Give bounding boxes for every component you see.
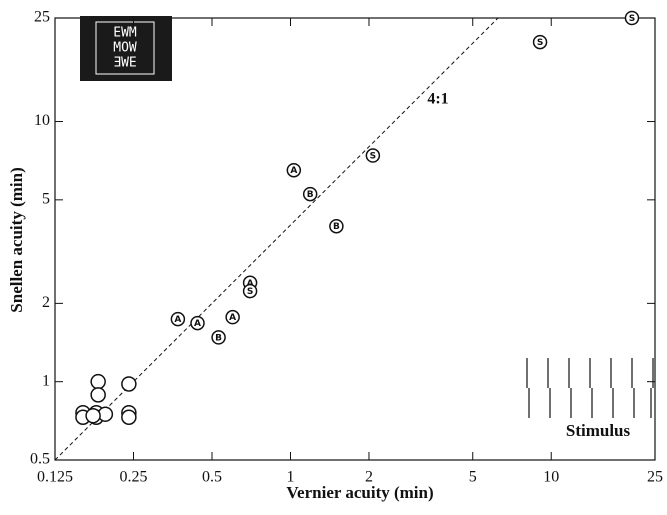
- data-point: [90, 373, 106, 390]
- point-letter: A: [247, 279, 254, 289]
- x-axis-label: Vernier acuity (min): [286, 483, 433, 502]
- y-tick-label: 10: [34, 112, 50, 129]
- point-letter: S: [537, 38, 543, 48]
- data-point: [365, 148, 381, 163]
- x-tick-label: 0.125: [37, 469, 73, 486]
- data-point: [190, 315, 205, 331]
- point-letter: A: [290, 166, 297, 176]
- point-letter: A: [174, 315, 181, 325]
- inset-letters: ƎWE: [113, 56, 136, 71]
- inset-box: [80, 16, 172, 81]
- y-tick-label: 0.5: [30, 451, 50, 468]
- reference-label: 4:1: [427, 91, 448, 108]
- y-tick-label: 25: [34, 9, 50, 26]
- data-point: [85, 407, 101, 424]
- plot-frame: [54, 17, 656, 461]
- vernier-lines: [526, 358, 654, 418]
- data-point: [532, 34, 548, 50]
- x-tick-label: 10: [543, 469, 559, 486]
- x-tick-label: 0.5: [202, 469, 222, 486]
- y-tick-label: 5: [42, 191, 50, 208]
- data-point: [211, 330, 226, 345]
- reference-group: [55, 18, 499, 460]
- point-letter: S: [370, 152, 376, 162]
- point-letter: A: [229, 313, 236, 323]
- data-point: [302, 186, 318, 202]
- x-tick-label: 5: [469, 469, 477, 486]
- data-point: [329, 218, 344, 234]
- point-letter: A: [194, 319, 201, 329]
- stimulus-inset: [526, 358, 654, 418]
- letter-chart-inset: EWM MOW ƎWE: [80, 16, 172, 81]
- data-point: [242, 283, 258, 299]
- point-letter: B: [215, 333, 222, 343]
- x-tick-label: 25: [647, 469, 663, 486]
- y-tick-label: 2: [42, 294, 50, 311]
- point-letter: B: [333, 222, 340, 232]
- reference-line: [55, 18, 499, 460]
- point-letter: S: [247, 287, 253, 297]
- data-point: [170, 311, 186, 327]
- point-letter: S: [629, 14, 635, 24]
- data-point: [121, 409, 137, 425]
- inset-frame: [95, 21, 155, 75]
- data-point: [624, 10, 640, 26]
- data-point: [225, 309, 240, 325]
- x-tick-label: 0.25: [119, 469, 147, 486]
- data-point: [90, 387, 106, 403]
- data-point: [286, 162, 302, 178]
- y-tick-label: 1: [42, 372, 50, 389]
- y-axis-label: Snellen acuity (min): [7, 167, 26, 312]
- inset-letters: EWM: [113, 26, 137, 41]
- x-tick-label: 2: [365, 469, 373, 486]
- x-tick-label: 1: [286, 469, 294, 486]
- data-point: [121, 376, 137, 392]
- stimulus-caption: Stimulus: [566, 421, 631, 440]
- inset-letters: MOW: [113, 41, 137, 56]
- point-letter: B: [307, 190, 314, 200]
